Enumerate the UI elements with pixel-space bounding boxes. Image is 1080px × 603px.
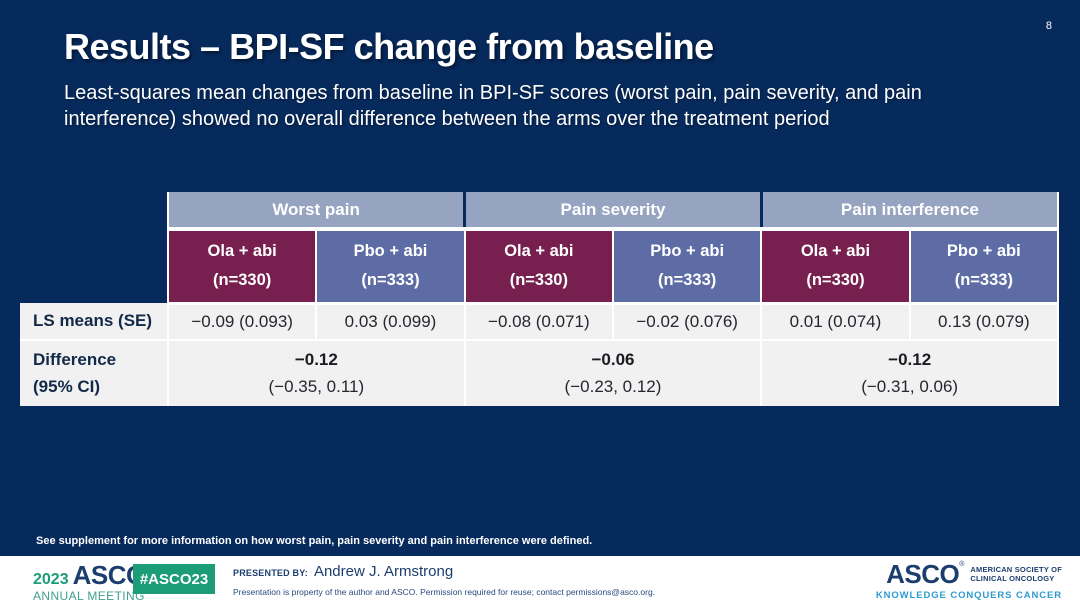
- hashtag-badge: #ASCO23: [133, 564, 215, 594]
- group-header-worst-pain: Worst pain: [167, 192, 465, 231]
- difference-cell-pain-interference: −0.12 (−0.31, 0.06): [760, 340, 1059, 406]
- registered-mark: ®: [959, 561, 965, 568]
- difference-cell-pain-severity: −0.06 (−0.23, 0.12): [463, 340, 762, 406]
- value-cell: −0.08 (0.071): [463, 303, 613, 341]
- arm-n: (n=333): [954, 271, 1013, 290]
- row-label-difference: Difference (95% CI): [20, 340, 168, 406]
- value-cell: 0.03 (0.099): [315, 303, 465, 341]
- ls-means-row: LS means (SE) −0.09 (0.093) 0.03 (0.099)…: [20, 303, 1060, 341]
- group-header-pain-severity: Pain severity: [463, 192, 762, 231]
- difference-ci: (−0.35, 0.11): [268, 377, 365, 397]
- results-table: Worst pain Pain severity Pain interferen…: [20, 192, 1060, 406]
- difference-cell-worst-pain: −0.12 (−0.35, 0.11): [167, 340, 465, 406]
- row-label-ls-means: LS means (SE): [20, 303, 168, 341]
- arm-n: (n=333): [361, 271, 420, 290]
- slide-title: Results – BPI-SF change from baseline: [64, 26, 714, 67]
- presenter-name: Andrew J. Armstrong: [313, 563, 454, 580]
- asco-tagline: KNOWLEDGE CONQUERS CANCER: [875, 590, 1062, 601]
- value-cell: −0.09 (0.093): [166, 303, 317, 341]
- table-corner-spacer: [20, 192, 168, 229]
- page-number: 8: [1045, 20, 1052, 32]
- arm-header-pbo-pain-interference: Pbo + abi (n=333): [908, 229, 1060, 305]
- arm-label: Ola + abi: [800, 242, 871, 261]
- slide-footnote: See supplement for more information on h…: [36, 535, 593, 547]
- asco-society-logo: ASCO ® AMERICAN SOCIETY OF CLINICAL ONCO…: [876, 561, 1062, 601]
- arm-n: (n=333): [658, 271, 717, 290]
- arm-header-pbo-pain-severity: Pbo + abi (n=333): [611, 229, 762, 305]
- arm-header-row: Ola + abi (n=330) Pbo + abi (n=333) Ola …: [20, 229, 1060, 305]
- arm-label: Ola + abi: [504, 242, 574, 261]
- footer-bar: 2023 ASCO ® ANNUAL MEETING #ASCO23 PRESE…: [0, 556, 1080, 603]
- difference-ci: (−0.31, 0.06): [861, 377, 959, 397]
- annual-meeting-label: ANNUAL MEETING: [33, 589, 145, 603]
- presented-by-block: PRESENTED BY: Andrew J. Armstrong Presen…: [233, 563, 655, 597]
- society-line-2: CLINICAL ONCOLOGY: [970, 574, 1055, 583]
- permission-disclaimer: Presentation is property of the author a…: [233, 587, 656, 597]
- value-cell: 0.13 (0.079): [908, 303, 1060, 341]
- slide-subtitle: Least-squares mean changes from baseline…: [64, 82, 922, 130]
- asco-wordmark: ASCO: [886, 559, 960, 589]
- arm-n: (n=330): [509, 271, 568, 290]
- arm-label: Ola + abi: [207, 242, 277, 261]
- arm-n: (n=330): [213, 271, 272, 290]
- table-corner-spacer: [20, 229, 168, 303]
- difference-row: Difference (95% CI) −0.12 (−0.35, 0.11) …: [20, 340, 1059, 406]
- society-line-1: AMERICAN SOCIETY OF: [970, 565, 1062, 574]
- arm-header-ola-worst-pain: Ola + abi (n=330): [166, 229, 317, 305]
- value-cell: −0.02 (0.076): [611, 303, 762, 341]
- arm-label: Pbo + abi: [650, 242, 725, 261]
- group-header-row: Worst pain Pain severity Pain interferen…: [20, 192, 1059, 231]
- difference-value: −0.12: [294, 349, 338, 369]
- meeting-year: 2023: [33, 571, 69, 588]
- arm-header-ola-pain-interference: Ola + abi (n=330): [760, 229, 910, 305]
- arm-header-pbo-worst-pain: Pbo + abi (n=333): [315, 229, 465, 305]
- difference-ci: (−0.23, 0.12): [564, 377, 662, 397]
- difference-value: −0.06: [591, 349, 635, 369]
- society-name: AMERICAN SOCIETY OF CLINICAL ONCOLOGY: [970, 565, 1062, 583]
- value-cell: 0.01 (0.074): [760, 303, 910, 341]
- arm-label: Pbo + abi: [946, 242, 1021, 261]
- difference-value: −0.12: [888, 349, 932, 369]
- arm-n: (n=330): [806, 271, 865, 290]
- presented-by-label: PRESENTED BY:: [233, 568, 308, 578]
- ci-label: (95% CI): [33, 377, 101, 397]
- group-header-pain-interference: Pain interference: [759, 192, 1059, 231]
- arm-label: Pbo + abi: [353, 242, 428, 261]
- arm-header-ola-pain-severity: Ola + abi (n=330): [463, 229, 613, 305]
- difference-label: Difference: [33, 349, 117, 369]
